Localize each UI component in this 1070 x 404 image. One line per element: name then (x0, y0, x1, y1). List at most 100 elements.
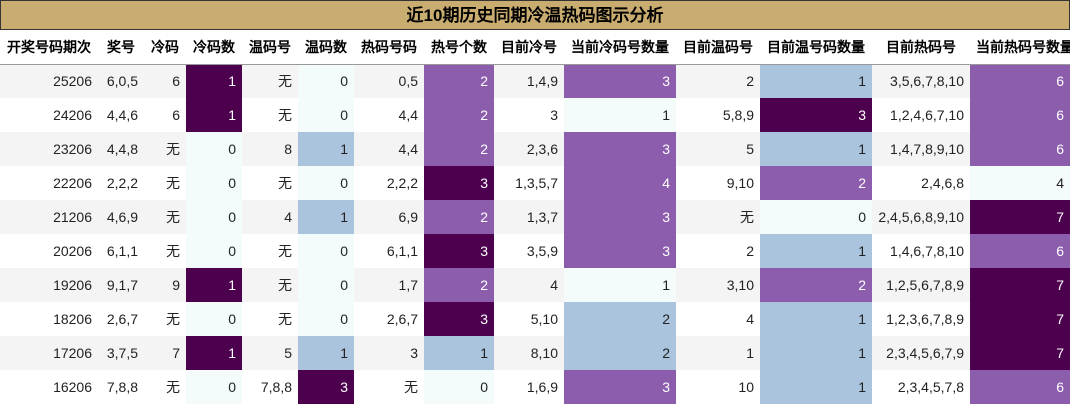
table-cell: 无 (354, 370, 424, 404)
table-cell: 7 (970, 268, 1070, 302)
table-cell: 1 (760, 234, 872, 268)
column-header: 热号个数 (424, 30, 494, 65)
table-cell: 无 (242, 234, 298, 268)
column-header: 温码号 (242, 30, 298, 65)
table-cell: 4 (494, 268, 564, 302)
table-row: 24206 4,4,6 6 1 无 0 4,4 2 3 1 5,8,9 3 1,2,4,6,7,10 6 (0, 98, 1070, 132)
table-cell: 0 (186, 234, 242, 268)
table-cell: 2 (424, 64, 494, 98)
table-cell: 2,4,6,8 (872, 166, 970, 200)
table-row: 22206 2,2,2 无 0 无 0 2,2,2 3 1,3,5,7 4 9,10 2 2,4,6,8… (0, 166, 1070, 200)
table-cell: 7 (144, 336, 186, 370)
table-cell: 6 (144, 98, 186, 132)
column-header: 目前温号码数量 (760, 30, 872, 65)
table-cell: 3,7,5 (98, 336, 144, 370)
table-cell: 1 (186, 64, 242, 98)
table-cell: 1 (760, 302, 872, 336)
table-cell: 4,4 (354, 98, 424, 132)
table-cell: 无 (144, 132, 186, 166)
table-cell: 3 (424, 302, 494, 336)
analysis-table: 开奖号码期次 奖号 冷码 冷码数 温码号 温码数 热码号码 热号个数 目前冷号 当前冷码号数量 目前… (0, 30, 1070, 404)
table-body: 25206 6,0,5 6 1 无 0 0,5 2 1,4,9 3 2 1 3,5,6,7,8,10 6 2… (0, 64, 1070, 404)
table-cell: 4 (676, 302, 760, 336)
column-header: 冷码 (144, 30, 186, 65)
table-row: 18206 2,6,7 无 0 无 0 2,6,7 3 5,10 2 4 1 1,2,3,6,7,8,9… (0, 302, 1070, 336)
table-cell: 1,2,3,6,7,8,9 (872, 302, 970, 336)
table-cell: 17206 (0, 336, 98, 370)
table-cell: 0 (186, 302, 242, 336)
table-cell: 2 (424, 132, 494, 166)
table-cell: 2,6,7 (354, 302, 424, 336)
table-cell: 1 (298, 336, 354, 370)
table-cell: 无 (676, 200, 760, 234)
table-cell: 无 (242, 64, 298, 98)
table-cell: 6,1,1 (354, 234, 424, 268)
table-cell: 0 (298, 64, 354, 98)
table-cell: 6 (970, 370, 1070, 404)
table-cell: 4 (970, 166, 1070, 200)
table-cell: 无 (144, 370, 186, 404)
table-cell: 1 (564, 268, 676, 302)
table-row: 21206 4,6,9 无 0 4 1 6,9 2 1,3,7 3 无 0 2,4,5,6,8,9,10… (0, 200, 1070, 234)
table-cell: 1 (760, 370, 872, 404)
table-cell: 19206 (0, 268, 98, 302)
table-cell: 16206 (0, 370, 98, 404)
table-cell: 3 (354, 336, 424, 370)
table-cell: 1 (298, 200, 354, 234)
table-cell: 23206 (0, 132, 98, 166)
table-cell: 6,1,1 (98, 234, 144, 268)
table-cell: 1 (186, 336, 242, 370)
table-cell: 2 (760, 166, 872, 200)
table-cell: 0 (186, 166, 242, 200)
column-header: 当前冷码号数量 (564, 30, 676, 65)
table-row: 20206 6,1,1 无 0 无 0 6,1,1 3 3,5,9 3 2 1 1,4,6,7,8,10… (0, 234, 1070, 268)
table-cell: 0 (760, 200, 872, 234)
table-row: 23206 4,4,8 无 0 8 1 4,4 2 2,3,6 3 5 1 1,4,7,8,9,10 6 (0, 132, 1070, 166)
table-cell: 6 (970, 64, 1070, 98)
page-title: 近10期历史同期冷温热码图示分析 (0, 0, 1070, 30)
table-cell: 3 (424, 166, 494, 200)
table-cell: 1 (760, 132, 872, 166)
table-cell: 0 (298, 302, 354, 336)
table-cell: 3 (564, 234, 676, 268)
column-header: 目前冷号 (494, 30, 564, 65)
table-cell: 3 (564, 370, 676, 404)
table-cell: 1 (564, 98, 676, 132)
table-cell: 7,8,8 (98, 370, 144, 404)
table-cell: 3 (494, 98, 564, 132)
table-cell: 1 (186, 268, 242, 302)
table-cell: 2 (676, 234, 760, 268)
table-cell: 1,3,7 (494, 200, 564, 234)
table-cell: 5,10 (494, 302, 564, 336)
table-cell: 7 (970, 302, 1070, 336)
table-cell: 3 (424, 234, 494, 268)
column-header: 冷码数 (186, 30, 242, 65)
table-cell: 6,0,5 (98, 64, 144, 98)
column-header: 当前热码号数量 (970, 30, 1070, 65)
table-cell: 2,2,2 (98, 166, 144, 200)
table-cell: 1 (424, 336, 494, 370)
table-cell: 1 (186, 98, 242, 132)
column-header: 开奖号码期次 (0, 30, 98, 65)
table-cell: 2 (760, 268, 872, 302)
table-row: 19206 9,1,7 9 1 无 0 1,7 2 4 1 3,10 2 1,2,5,6,7,8,9 7 (0, 268, 1070, 302)
table-cell: 2 (564, 336, 676, 370)
table-cell: 5,8,9 (676, 98, 760, 132)
column-header: 温码数 (298, 30, 354, 65)
table-cell: 5 (676, 132, 760, 166)
column-header: 奖号 (98, 30, 144, 65)
table-cell: 0 (186, 370, 242, 404)
table-row: 25206 6,0,5 6 1 无 0 0,5 2 1,4,9 3 2 1 3,5,6,7,8,10 6 (0, 64, 1070, 98)
table-cell: 2 (676, 64, 760, 98)
table-cell: 2,3,6 (494, 132, 564, 166)
table-cell: 1 (760, 336, 872, 370)
table-cell: 4,6,9 (98, 200, 144, 234)
table-cell: 6 (970, 234, 1070, 268)
table-cell: 1,3,5,7 (494, 166, 564, 200)
table-header-row: 开奖号码期次 奖号 冷码 冷码数 温码号 温码数 热码号码 热号个数 目前冷号 当前冷码号数量 目前… (0, 30, 1070, 65)
table-cell: 3,5,9 (494, 234, 564, 268)
table-cell: 6 (970, 98, 1070, 132)
table-cell: 2 (564, 302, 676, 336)
table-cell: 7 (970, 200, 1070, 234)
table-cell: 2,4,5,6,8,9,10 (872, 200, 970, 234)
